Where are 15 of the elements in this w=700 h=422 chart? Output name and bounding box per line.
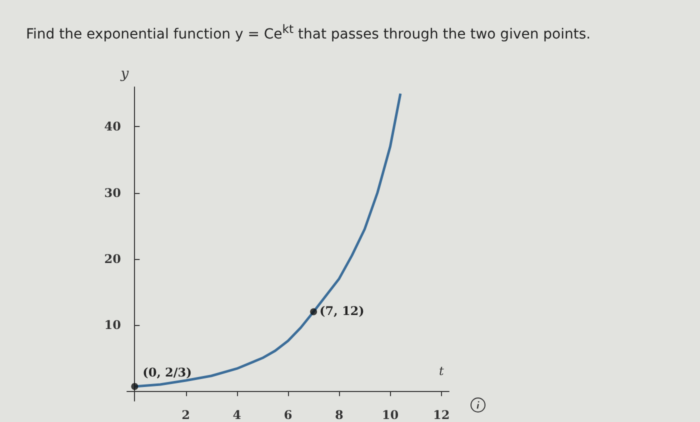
y-tick-label: 40 xyxy=(104,120,121,134)
x-tick-label: 10 xyxy=(382,408,399,422)
y-tick-label: 10 xyxy=(104,318,121,332)
annotation: (7, 12) xyxy=(320,304,364,318)
x-tick-label: 2 xyxy=(182,408,190,422)
x-axis-title: t xyxy=(439,364,444,378)
x-tick-label: 8 xyxy=(334,408,344,422)
x-tick-label: 12 xyxy=(432,408,450,422)
y-tick-label: 30 xyxy=(104,186,121,200)
y-axis-title: y xyxy=(120,66,130,82)
x-tick-label: 6 xyxy=(284,408,292,422)
annotation: (0, 2/3) xyxy=(142,365,192,380)
y-tick-label: 20 xyxy=(104,252,121,266)
chart-title: Find the exponential function y = Ce$^{kt}$ that passes through the two given points. xyxy=(26,22,591,43)
x-tick-label: 4 xyxy=(232,408,242,422)
